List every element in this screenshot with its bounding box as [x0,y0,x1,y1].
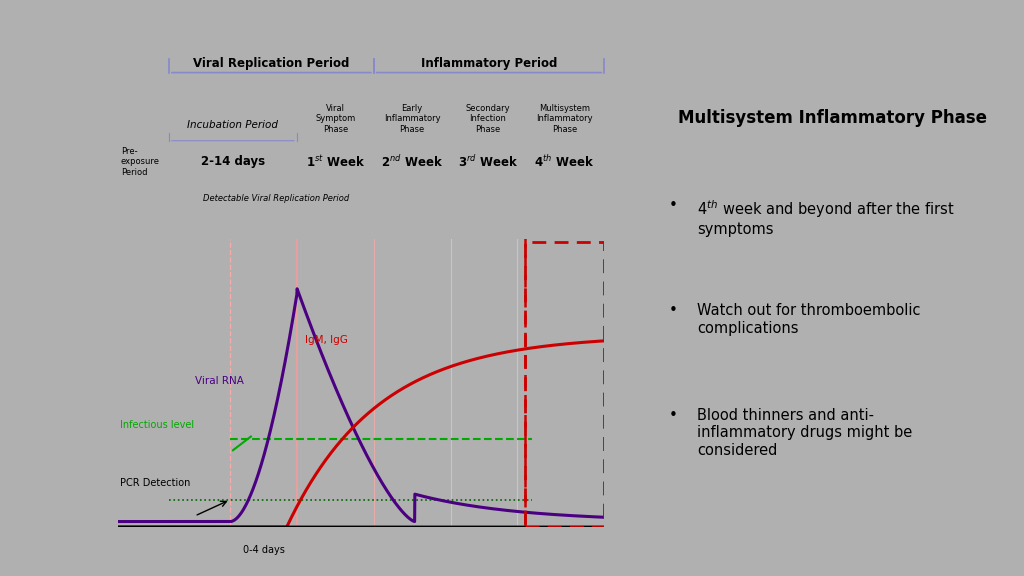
Text: Early
Inflammatory
Phase: Early Inflammatory Phase [384,104,440,134]
Text: Incubation Period: Incubation Period [187,120,279,130]
Text: •: • [669,408,677,423]
Text: Detectable Viral Replication Period: Detectable Viral Replication Period [204,194,349,203]
Text: 4$^{th}$ Week: 4$^{th}$ Week [535,154,595,170]
Text: Watch out for thromboembolic
complications: Watch out for thromboembolic complicatio… [697,303,921,336]
Text: Multisystem
Inflammatory
Phase: Multisystem Inflammatory Phase [537,104,593,134]
Text: Multisystem Inflammatory Phase: Multisystem Inflammatory Phase [678,109,986,127]
Text: Viral Replication Period: Viral Replication Period [194,57,349,70]
Text: Secondary
Infection
Phase: Secondary Infection Phase [465,104,510,134]
Text: Blood thinners and anti-
inflammatory drugs might be
considered: Blood thinners and anti- inflammatory dr… [697,408,912,458]
Text: 0-4 days: 0-4 days [243,545,285,555]
Text: 2-14 days: 2-14 days [201,155,265,168]
Text: 2$^{nd}$ Week: 2$^{nd}$ Week [381,154,443,170]
Text: Viral RNA: Viral RNA [195,376,244,386]
Text: IgM, IgG: IgM, IgG [305,335,347,345]
Text: Viral
Symptom
Phase: Viral Symptom Phase [315,104,355,134]
Text: 4$^{th}$ week and beyond after the first
symptoms: 4$^{th}$ week and beyond after the first… [697,198,955,237]
Bar [524,242,604,527]
Text: 1$^{st}$ Week: 1$^{st}$ Week [306,154,365,169]
Text: Infectious level: Infectious level [121,420,195,430]
Text: PCR Detection: PCR Detection [121,478,190,488]
Text: Pre-
exposure
Period: Pre- exposure Period [121,147,160,177]
Text: Inflammatory Period: Inflammatory Period [421,57,557,70]
Text: 3$^{rd}$ Week: 3$^{rd}$ Week [458,154,518,170]
Text: •: • [669,303,677,318]
Text: •: • [669,198,677,213]
